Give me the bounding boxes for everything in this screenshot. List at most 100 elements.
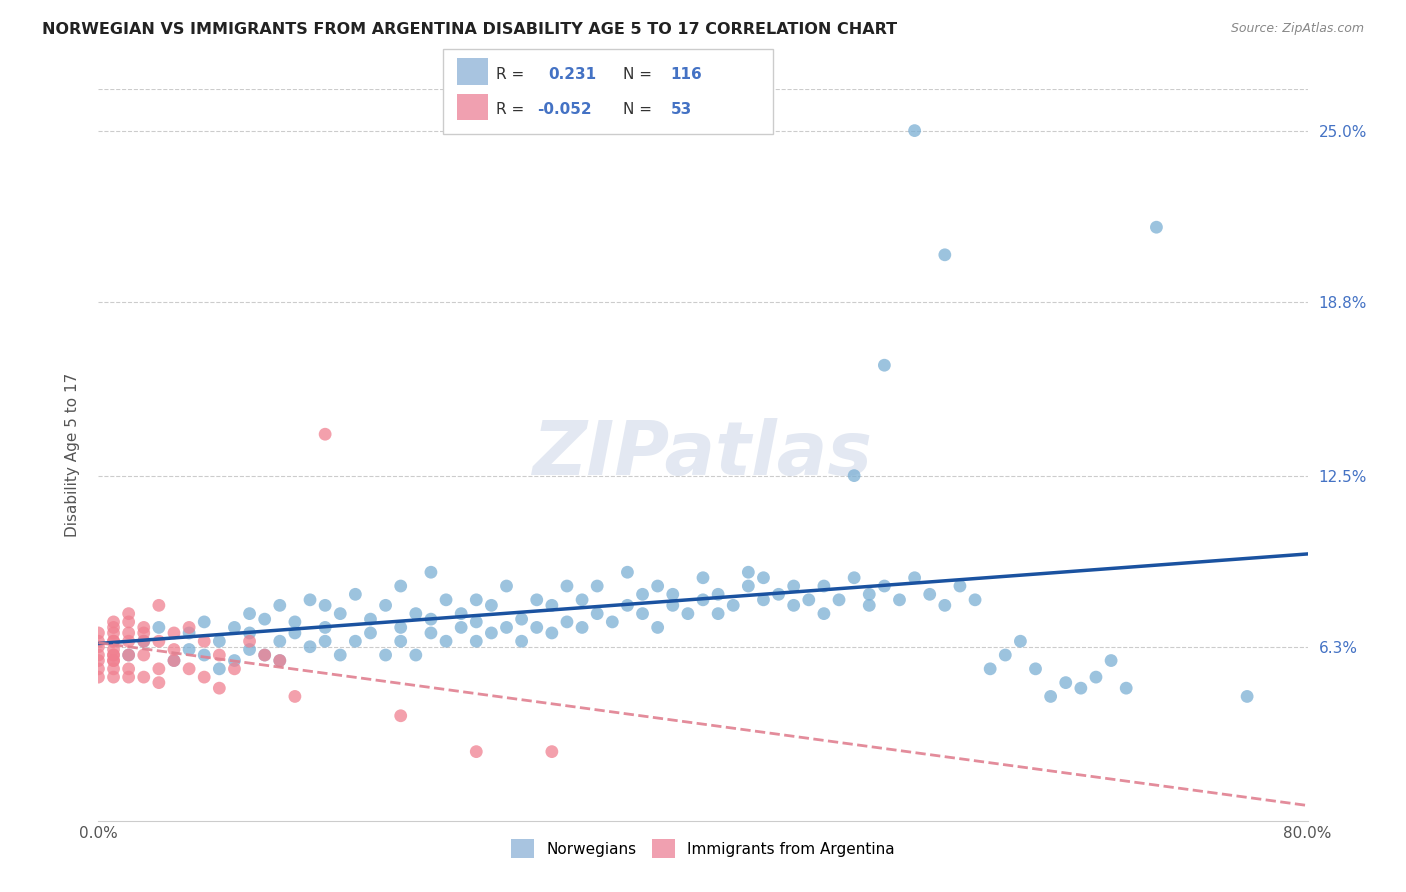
Point xyxy=(420,566,443,580)
Point xyxy=(269,654,291,668)
Point xyxy=(163,626,186,640)
Point xyxy=(918,587,941,601)
Point xyxy=(224,620,246,634)
Point xyxy=(813,579,835,593)
Point xyxy=(239,626,262,640)
Point xyxy=(103,615,125,629)
Point xyxy=(844,571,866,585)
Point xyxy=(344,634,367,648)
Point xyxy=(163,654,186,668)
Point xyxy=(103,670,125,684)
Point xyxy=(132,648,155,662)
Point xyxy=(737,566,759,580)
Point xyxy=(118,634,141,648)
Point xyxy=(904,123,927,137)
Point xyxy=(314,599,336,613)
Point xyxy=(329,648,352,662)
Point xyxy=(661,587,683,601)
Point xyxy=(510,612,533,626)
Point xyxy=(269,634,291,648)
Point xyxy=(647,620,669,634)
Point xyxy=(481,626,503,640)
Text: 0.231: 0.231 xyxy=(548,67,596,81)
Point xyxy=(420,612,443,626)
Point xyxy=(783,579,806,593)
Point xyxy=(389,708,412,723)
Point xyxy=(193,615,215,629)
Point xyxy=(253,648,276,662)
Point xyxy=(752,592,775,607)
Point xyxy=(1144,220,1167,235)
Point xyxy=(481,599,503,613)
Point xyxy=(631,607,654,621)
Text: -0.052: -0.052 xyxy=(537,103,592,117)
Point xyxy=(360,626,382,640)
Point xyxy=(284,626,307,640)
Point xyxy=(495,620,517,634)
Point xyxy=(103,648,125,662)
Text: R =: R = xyxy=(496,103,530,117)
Point xyxy=(132,634,155,648)
Point xyxy=(179,626,201,640)
Point xyxy=(269,654,291,668)
Point xyxy=(571,620,593,634)
Point xyxy=(783,599,806,613)
Point xyxy=(329,607,352,621)
Point xyxy=(465,615,488,629)
Point xyxy=(526,592,548,607)
Point xyxy=(299,640,322,654)
Point xyxy=(873,579,896,593)
Point xyxy=(676,607,699,621)
Text: N =: N = xyxy=(623,67,657,81)
Point xyxy=(602,615,624,629)
Point xyxy=(828,592,851,607)
Point xyxy=(179,642,201,657)
Point xyxy=(314,634,336,648)
Point xyxy=(239,607,262,621)
Point xyxy=(148,675,170,690)
Point xyxy=(208,634,231,648)
Point xyxy=(540,599,562,613)
Point xyxy=(103,654,125,668)
Point xyxy=(374,599,396,613)
Point xyxy=(1039,690,1062,704)
Point xyxy=(752,571,775,585)
Point xyxy=(132,626,155,640)
Point xyxy=(1099,654,1122,668)
Point xyxy=(132,670,155,684)
Text: R =: R = xyxy=(496,67,530,81)
Point xyxy=(163,654,186,668)
Point xyxy=(844,468,866,483)
Point xyxy=(540,626,562,640)
Point xyxy=(179,662,201,676)
Point xyxy=(555,615,578,629)
Point xyxy=(103,620,125,634)
Point xyxy=(692,592,714,607)
Point xyxy=(586,607,609,621)
Point xyxy=(723,599,745,613)
Point xyxy=(148,620,170,634)
Point xyxy=(526,620,548,634)
Point xyxy=(465,634,488,648)
Point xyxy=(224,662,246,676)
Point xyxy=(555,579,578,593)
Point xyxy=(707,607,730,621)
Point xyxy=(949,579,972,593)
Point xyxy=(797,592,820,607)
Point xyxy=(103,648,125,662)
Point xyxy=(450,620,472,634)
Point xyxy=(179,620,201,634)
Point xyxy=(148,634,170,648)
Point xyxy=(284,690,307,704)
Point xyxy=(768,587,790,601)
Point xyxy=(103,634,125,648)
Y-axis label: Disability Age 5 to 17: Disability Age 5 to 17 xyxy=(65,373,80,537)
Point xyxy=(389,620,412,634)
Point xyxy=(405,648,427,662)
Point xyxy=(389,634,412,648)
Point xyxy=(692,571,714,585)
Point xyxy=(118,648,141,662)
Point xyxy=(103,642,125,657)
Point xyxy=(1085,670,1108,684)
Point xyxy=(510,634,533,648)
